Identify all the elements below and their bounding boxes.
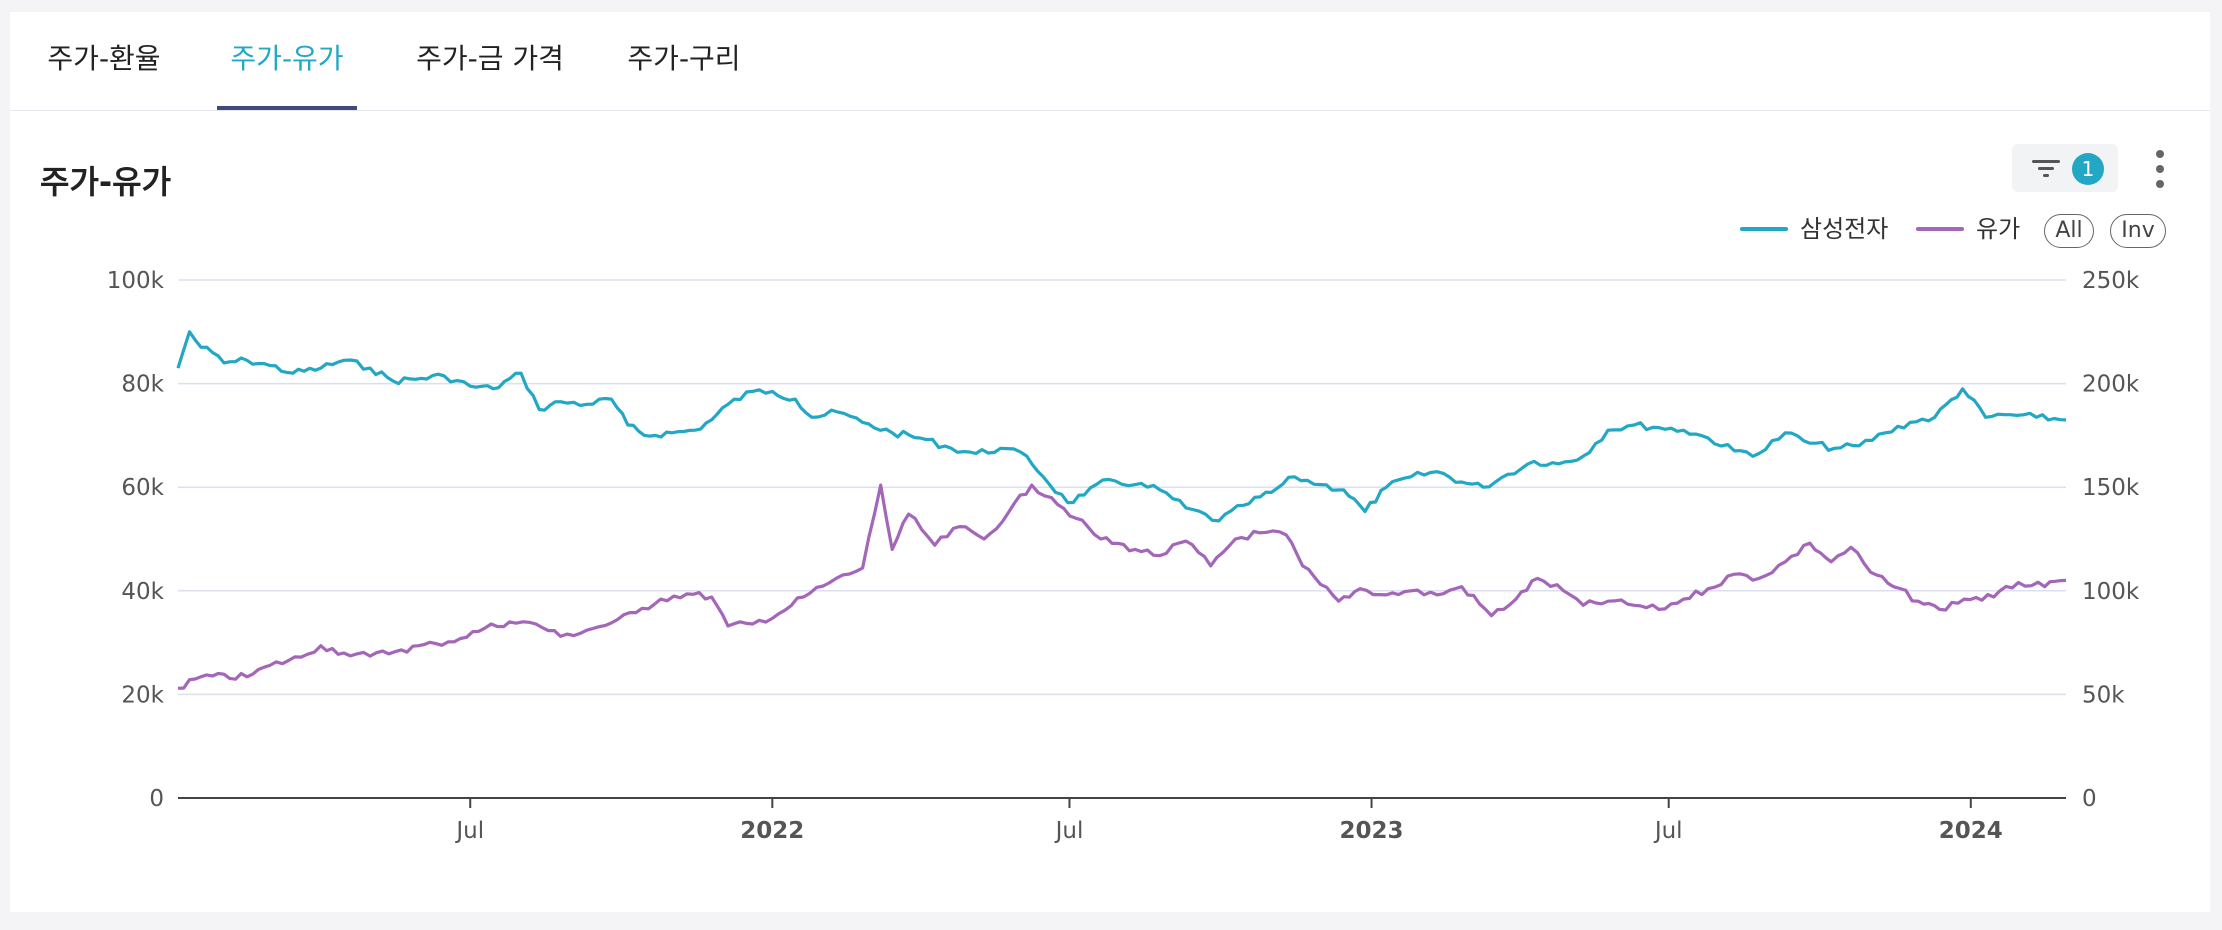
chart-title: 주가-유가 (40, 163, 172, 201)
legend-item-oil[interactable]: 유가 (1916, 212, 2020, 246)
legend-swatch-samsung (1740, 227, 1788, 231)
all-button[interactable]: All (2044, 214, 2094, 248)
more-vertical-icon[interactable] (2150, 148, 2170, 190)
y-left-tick-label: 40k (121, 579, 164, 605)
series-line-samsung (176, 330, 2067, 523)
y-left-tick-label: 20k (121, 682, 164, 708)
y-left-tick-label: 100k (107, 268, 165, 294)
legend-swatch-oil (1916, 227, 1964, 231)
filter-count-badge: 1 (2072, 153, 2104, 185)
legend-label-oil: 유가 (1976, 215, 2021, 243)
line-chart: 0 0 20k 50k 40k 100k 60k 150k 80k 200k 100k 250k Jul… (107, 268, 2140, 844)
legend-label-samsung: 삼성전자 (1800, 215, 1889, 243)
chart-card: 주가-환율 주가-유가 주가-금 가격 주가-구리 주가-유가 1 삼성전자 유… (10, 12, 2210, 912)
tab-stock-gold-price[interactable]: 주가-금 가격 (416, 42, 564, 75)
y-left-tick-label: 60k (121, 475, 164, 501)
x-tick-label: 2022 (740, 818, 804, 844)
tab-stock-exchange-rate[interactable]: 주가-환율 (47, 42, 161, 75)
x-tick-label: Jul (1054, 818, 1084, 844)
x-tick-label: Jul (1653, 818, 1683, 844)
active-tab-indicator (217, 106, 357, 110)
x-tick-label: 2024 (1939, 818, 2003, 844)
legend-item-samsung[interactable]: 삼성전자 (1740, 212, 1888, 246)
y-right-tick-label: 200k (2082, 372, 2140, 398)
y-left-tick-label: 80k (121, 372, 164, 398)
tab-bar: 주가-환율 주가-유가 주가-금 가격 주가-구리 (10, 12, 2210, 111)
series-line-oil (177, 483, 2067, 690)
y-right-tick-label: 50k (2082, 682, 2125, 708)
y-right-tick-label: 0 (2082, 786, 2097, 812)
tab-stock-oil-price[interactable]: 주가-유가 (230, 42, 344, 75)
tab-stock-copper[interactable]: 주가-구리 (627, 42, 741, 75)
y-right-tick-label: 100k (2082, 579, 2140, 605)
filter-icon (2032, 160, 2060, 177)
x-tick-label: Jul (454, 818, 484, 844)
y-left-tick-label: 0 (149, 786, 164, 812)
filter-button[interactable]: 1 (2012, 144, 2118, 192)
y-right-tick-label: 150k (2082, 475, 2140, 501)
inv-button[interactable]: Inv (2110, 214, 2166, 248)
x-tick-label: 2023 (1340, 818, 1404, 844)
y-right-tick-label: 250k (2082, 268, 2140, 294)
